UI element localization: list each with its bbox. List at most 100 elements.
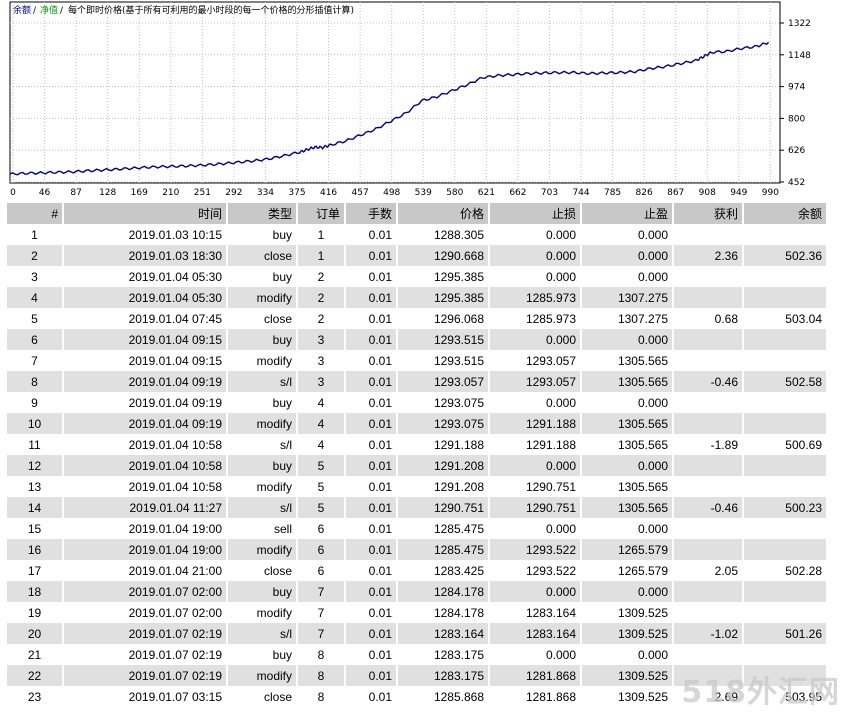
table-cell	[743, 518, 828, 539]
table-cell: 0.000	[489, 455, 582, 476]
table-cell: 1305.565	[581, 434, 674, 455]
table-cell: 1290.668	[397, 245, 490, 266]
x-tick-label: 703	[541, 188, 558, 198]
table-cell: 1285.973	[489, 308, 582, 329]
balance-chart-svg: 0 46 87 128 169 210 251 292 334 375 416 457 498 539 58…	[9, 1, 811, 198]
table-cell: 502.58	[743, 371, 828, 392]
table-cell: modify	[227, 413, 298, 434]
table-cell: 6	[297, 539, 346, 560]
table-row: 3 2019.01.04 05:30 buy 2 0.01 1295.385 0.000 0.…	[7, 266, 828, 287]
table-cell: 22	[7, 665, 64, 686]
y-tick-label: 974	[788, 83, 805, 93]
balance-chart: 0 46 87 128 169 210 251 292 334 375 416 457 498 539 58…	[0, 0, 846, 200]
table-cell	[673, 455, 744, 476]
x-tick-label: 785	[604, 188, 621, 198]
table-cell: 2	[297, 266, 346, 287]
table-cell: 2019.01.04 10:58	[63, 476, 228, 497]
plot-area	[9, 1, 781, 184]
x-tick-label: 46	[39, 188, 51, 198]
table-cell: modify	[227, 539, 298, 560]
table-cell: 1281.868	[489, 686, 582, 707]
x-tick-label: 457	[352, 188, 369, 198]
table-cell: 0.01	[345, 455, 398, 476]
table-cell: 0.01	[345, 350, 398, 371]
table-cell: 0.01	[345, 560, 398, 581]
column-header-0: #	[7, 203, 64, 224]
table-cell: modify	[227, 476, 298, 497]
table-cell: 2019.01.04 07:45	[63, 308, 228, 329]
table-cell: 0.000	[581, 518, 674, 539]
table-header: # 时间 类型 订单 手数 价格 止损 止盈 获利 余额	[7, 203, 828, 224]
table-cell: 2019.01.07 02:19	[63, 623, 228, 644]
table-cell: 8	[7, 371, 64, 392]
column-header-7: 止盈	[581, 203, 674, 224]
table-cell	[673, 665, 744, 686]
table-cell: buy	[227, 581, 298, 602]
table-cell: 500.69	[743, 434, 828, 455]
table-row: 1 2019.01.03 10:15 buy 1 0.01 1288.305 0.000 0.…	[7, 224, 828, 245]
table-cell: 19	[7, 602, 64, 623]
x-tick-label: 826	[636, 188, 653, 198]
table-cell	[743, 413, 828, 434]
x-tick-label: 292	[225, 188, 242, 198]
table-cell: 7	[297, 623, 346, 644]
table-cell	[673, 266, 744, 287]
table-cell: 1305.565	[581, 497, 674, 518]
column-header-5: 价格	[397, 203, 490, 224]
table-cell: 9	[7, 392, 64, 413]
x-tick-label: 210	[162, 188, 179, 198]
table-cell	[743, 350, 828, 371]
table-cell: 3	[297, 371, 346, 392]
table-cell: 2019.01.04 11:27	[63, 497, 228, 518]
table-cell: 12	[7, 455, 64, 476]
table-cell: 2019.01.07 02:00	[63, 602, 228, 623]
table-cell: 1293.057	[489, 350, 582, 371]
table-cell: 2019.01.04 19:00	[63, 518, 228, 539]
table-cell: 11	[7, 434, 64, 455]
table-cell: modify	[227, 665, 298, 686]
table-cell: 2019.01.04 09:19	[63, 413, 228, 434]
table-cell: -0.46	[673, 497, 744, 518]
x-tick-label: 990	[762, 188, 779, 198]
table-cell: sell	[227, 518, 298, 539]
table-cell: 2019.01.07 02:19	[63, 665, 228, 686]
x-tick-label: 498	[383, 188, 400, 198]
table-cell: 0.01	[345, 413, 398, 434]
table-cell: 500.23	[743, 497, 828, 518]
table-cell: 5	[297, 455, 346, 476]
table-cell: 1305.565	[581, 476, 674, 497]
table-cell: modify	[227, 350, 298, 371]
table-cell: s/l	[227, 497, 298, 518]
table-cell: 1296.068	[397, 308, 490, 329]
table-cell: close	[227, 245, 298, 266]
table-row: 20 2019.01.07 02:19 s/l 7 0.01 1283.164 1283.1…	[7, 623, 828, 644]
legend-sep-2: /	[60, 6, 64, 16]
table-cell: 1305.565	[581, 350, 674, 371]
table-cell: 4	[297, 434, 346, 455]
x-tick-label: 334	[257, 188, 274, 198]
table-cell: 2	[7, 245, 64, 266]
trade-table: # 时间 类型 订单 手数 价格 止损 止盈 获利 余额 1 2019.01.03 10:15 buy…	[7, 203, 828, 707]
table-cell: 0.000	[581, 455, 674, 476]
table-cell: 1	[297, 245, 346, 266]
table-row: 4 2019.01.04 05:30 modify 2 0.01 1295.385 1285…	[7, 287, 828, 308]
column-header-6: 止损	[489, 203, 582, 224]
x-tick-label: 662	[509, 188, 526, 198]
table-cell	[743, 266, 828, 287]
x-tick-label: 908	[699, 188, 716, 198]
table-cell: 1285.868	[397, 686, 490, 707]
y-tick-label: 626	[788, 146, 805, 156]
x-tick-label: 580	[446, 188, 463, 198]
table-row: 14 2019.01.04 11:27 s/l 5 0.01 1290.751 1290.7…	[7, 497, 828, 518]
table-cell: 1309.525	[581, 623, 674, 644]
table-cell: 20	[7, 623, 64, 644]
table-cell	[673, 287, 744, 308]
table-cell: 8	[297, 665, 346, 686]
table-cell: 0.000	[489, 266, 582, 287]
table-cell: close	[227, 308, 298, 329]
watermark-logo: 518外汇网	[681, 675, 840, 710]
table-cell: buy	[227, 224, 298, 245]
y-tick-label: 452	[788, 178, 805, 188]
table-cell: 0.01	[345, 623, 398, 644]
table-cell: 1291.208	[397, 455, 490, 476]
